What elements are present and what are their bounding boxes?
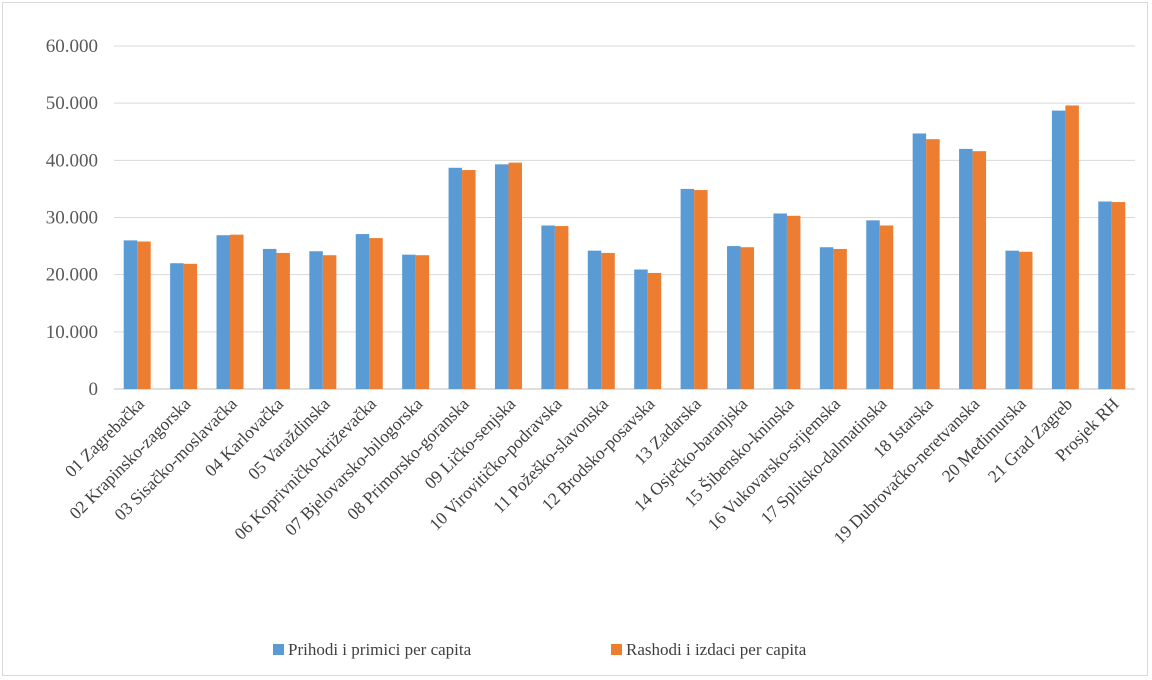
bar-rashodi <box>554 226 569 389</box>
bar-rashodi <box>879 225 894 389</box>
bar-prihodi <box>587 250 602 389</box>
y-tick-label: 20.000 <box>46 265 98 286</box>
bar-prihodi <box>448 167 463 389</box>
bar-prihodi <box>123 240 138 389</box>
bar-prihodi <box>819 247 834 389</box>
bar-rashodi <box>694 190 708 389</box>
legend-label: Prihodi i primici per capita <box>288 640 472 659</box>
bar-rashodi <box>230 234 244 389</box>
bar-prihodi <box>773 213 787 389</box>
y-tick-label: 10.000 <box>46 322 98 343</box>
legend-swatch <box>273 644 284 655</box>
legend-swatch <box>611 644 622 655</box>
bar-prihodi <box>355 234 370 389</box>
bar-prihodi <box>216 235 231 389</box>
legend: Prihodi i primici per capita Rashodi i iz… <box>273 640 807 659</box>
bar-prihodi <box>1051 110 1066 390</box>
x-tick-label: 01 Zagrebačka <box>61 394 148 481</box>
bar-prihodi <box>680 188 695 389</box>
y-tick-label: 60.000 <box>46 36 98 57</box>
bar-prihodi <box>402 254 416 389</box>
bar-prihodi <box>541 225 555 389</box>
bar-rashodi <box>1111 202 1126 389</box>
bar-rashodi <box>926 139 940 389</box>
bar-rashodi <box>601 252 615 389</box>
bar-prihodi <box>959 148 973 389</box>
bar-prihodi <box>262 248 277 389</box>
bar-rashodi <box>322 255 337 389</box>
bar-prihodi <box>1005 250 1019 389</box>
bar-prihodi <box>912 133 927 389</box>
bar-rashodi <box>786 215 801 389</box>
bar-prihodi <box>727 246 741 389</box>
bar-prihodi <box>170 263 184 389</box>
bar-rashodi <box>369 238 383 389</box>
bar-rashodi <box>972 151 987 389</box>
bar-rashodi <box>833 248 847 389</box>
bar-prihodi <box>494 164 509 389</box>
bar-prihodi <box>866 220 880 389</box>
bar-rashodi <box>183 263 198 389</box>
legend-label: Rashodi i izdaci per capita <box>626 640 807 659</box>
y-axis: 0 10.000 20.000 30.000 40.000 50.000 60.000 <box>46 36 98 400</box>
y-tick-label: 0 <box>89 379 99 400</box>
bar-rashodi <box>462 170 476 389</box>
bar-rashodi <box>415 255 430 389</box>
y-tick-label: 50.000 <box>46 93 98 114</box>
bar-chart: 0 10.000 20.000 30.000 40.000 50.000 60.000 01… <box>46 36 1135 659</box>
bar-rashodi <box>740 247 755 389</box>
y-tick-label: 40.000 <box>46 150 98 171</box>
y-tick-label: 30.000 <box>46 208 98 229</box>
bar-rashodi <box>647 272 662 389</box>
bar-rashodi <box>137 241 151 389</box>
bar-prihodi <box>1098 201 1112 389</box>
bar-rashodi <box>1065 105 1079 389</box>
bar-prihodi <box>309 251 323 389</box>
bar-rashodi <box>276 252 290 389</box>
bar-rashodi <box>1018 251 1033 389</box>
bar-rashodi <box>508 162 522 389</box>
bar-prihodi <box>634 269 648 389</box>
bars <box>123 105 1126 390</box>
